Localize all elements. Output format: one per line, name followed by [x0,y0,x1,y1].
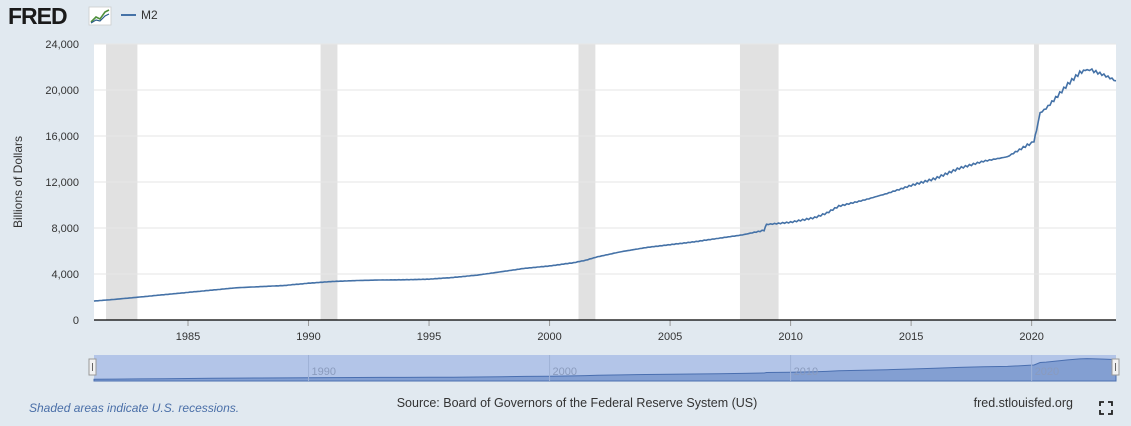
fullscreen-icon[interactable] [1099,401,1113,415]
x-axis-ticks: 1985 1990 1995 2000 2005 2010 2015 2020 [176,320,1044,343]
x-tick-label: 1995 [417,331,441,343]
x-tick-label: 2005 [658,331,682,343]
navigator-tick-label: 2020 [1035,366,1059,378]
site-link[interactable]: fred.stlouisfed.org [974,396,1073,410]
y-tick-label: 8,000 [51,223,79,235]
source-text: Source: Board of Governors of the Federa… [397,396,758,410]
navigator-tick-label: 2010 [794,366,818,378]
navigator-handle-right[interactable] [1111,358,1120,376]
x-tick-label: 2010 [778,331,802,343]
legend-label: M2 [141,8,158,22]
x-tick-label: 1990 [296,331,320,343]
y-tick-label: 4,000 [51,269,79,281]
navigator-area [93,358,1117,382]
x-tick-label: 2015 [899,331,923,343]
y-tick-label: 20,000 [45,85,79,97]
navigator-ticks: 1990 2000 2010 2020 [308,355,1059,381]
x-tick-label: 2020 [1019,331,1043,343]
x-tick-label: 1985 [176,331,200,343]
gridlines [94,43,1116,275]
recession-note: Shaded areas indicate U.S. recessions. [29,401,239,415]
legend: M2 [121,8,158,22]
navigator-tick-label: 1990 [312,366,336,378]
navigator-tick-label: 2000 [553,366,577,378]
logo-text: FRED [8,3,67,29]
y-axis-label: Billions of Dollars [11,136,25,228]
fred-logo[interactable]: FRED [8,3,112,29]
y-tick-label: 12,000 [45,177,79,189]
y-tick-label: 16,000 [45,131,79,143]
y-tick-label: 0 [73,315,79,327]
y-axis-ticks: 0 4,000 8,000 12,000 16,000 20,000 24,000 [45,39,79,327]
range-navigator[interactable]: 1990 2000 2010 2020 [88,355,1120,382]
series-line-m2 [93,67,1117,302]
x-tick-label: 2000 [537,331,561,343]
y-tick-label: 24,000 [45,39,79,51]
navigator-handle-left[interactable] [88,358,97,376]
fred-chart-logo-icon [88,6,112,26]
